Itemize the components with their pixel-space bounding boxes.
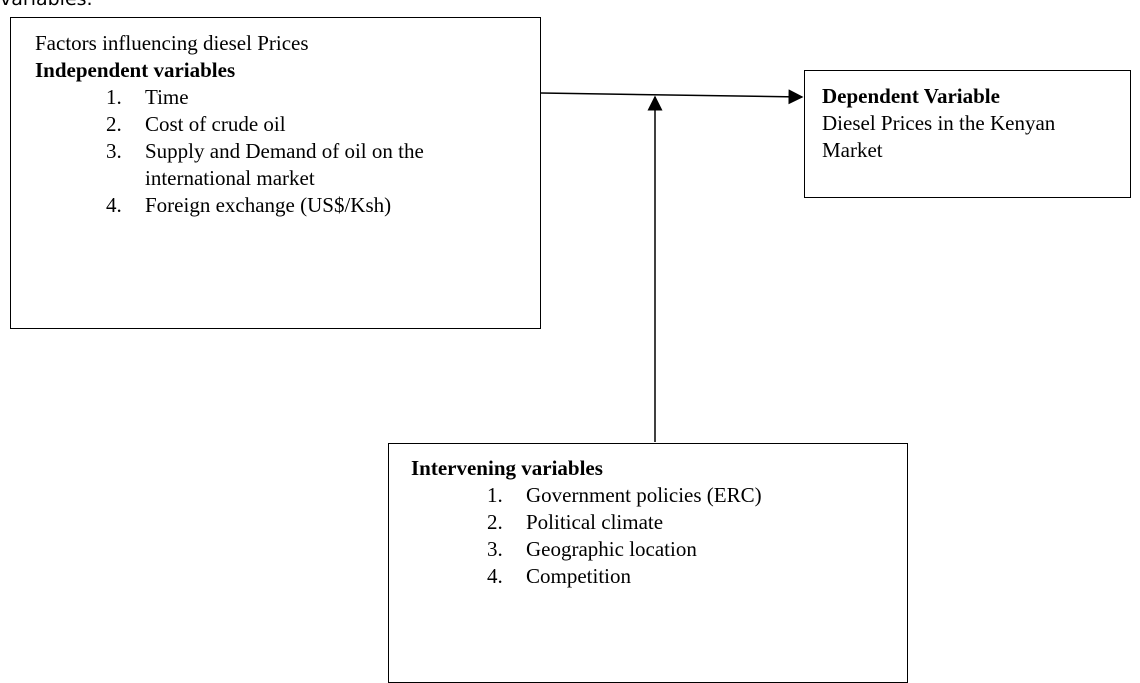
- item-list: Government policies (ERC) Political clim…: [411, 482, 908, 590]
- list-item: Political climate: [508, 509, 908, 536]
- arrow-independent: [540, 89, 804, 105]
- list-item: Time: [127, 84, 527, 111]
- page-fragment: variables.: [0, 0, 93, 13]
- item-list: Time Cost of crude oil Supply and Demand…: [35, 84, 527, 219]
- list-item: Geographic location: [508, 536, 908, 563]
- list-item: Supply and Demand of oil on the internat…: [127, 138, 527, 192]
- list-item: Foreign exchange (US$/Ksh): [127, 192, 527, 219]
- intervening-box: Intervening variables Government policie…: [388, 443, 908, 683]
- box-heading: Dependent Variable: [822, 84, 1000, 108]
- dependent-box: Dependent Variable Diesel Prices in the …: [804, 70, 1131, 198]
- list-item: Cost of crude oil: [127, 111, 527, 138]
- box-heading: Intervening variables: [411, 456, 603, 480]
- independent-box: Factors influencing diesel Prices Indepe…: [10, 17, 541, 329]
- list-item: Government policies (ERC): [508, 482, 908, 509]
- box-subtitle: Factors influencing diesel Prices: [35, 31, 309, 55]
- box-text: Diesel Prices in the Kenyan Market: [822, 111, 1056, 162]
- box-heading: Independent variables: [35, 58, 236, 82]
- list-item: Competition: [508, 563, 908, 590]
